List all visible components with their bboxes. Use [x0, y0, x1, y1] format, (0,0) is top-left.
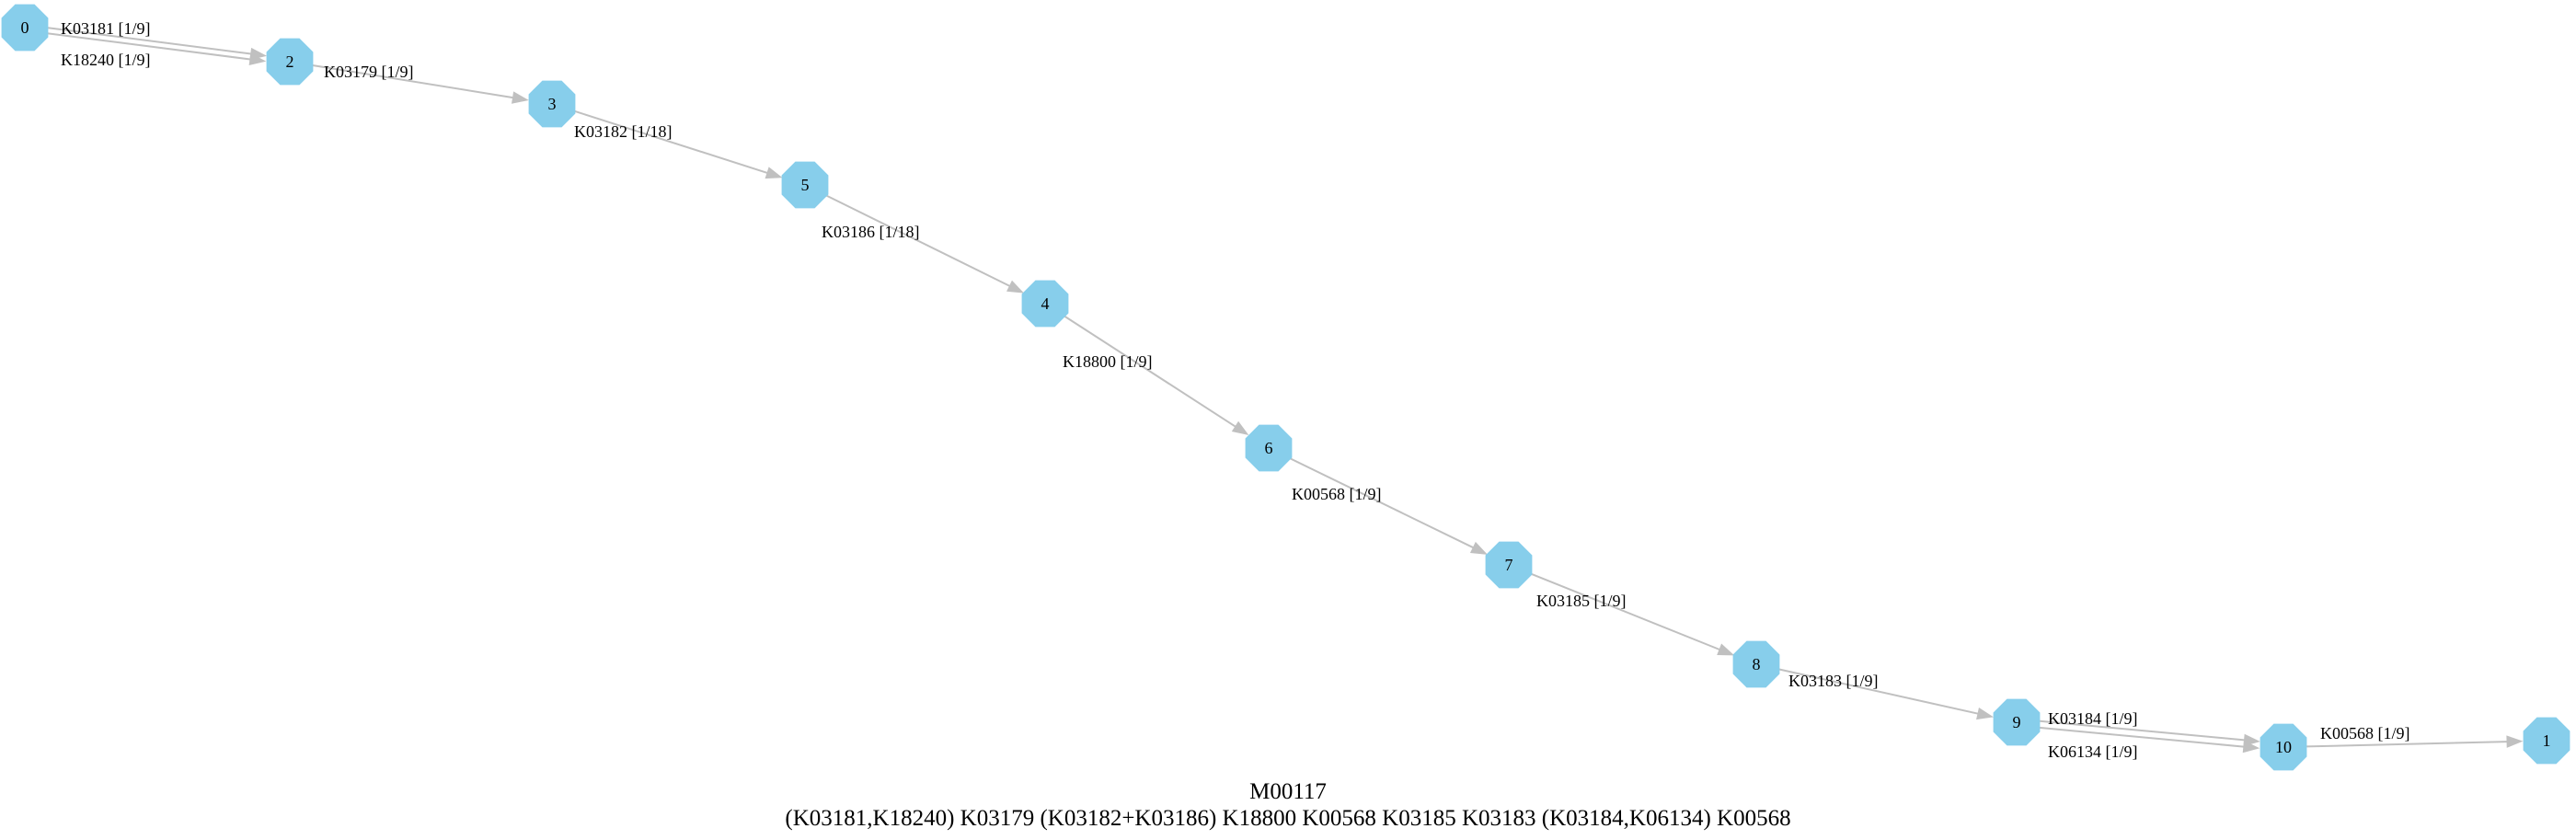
node-10[interactable]: 10 [2260, 723, 2307, 771]
node-label: 9 [2013, 713, 2021, 731]
octagon-node-shape [528, 80, 576, 128]
node-2[interactable]: 2 [266, 38, 314, 86]
arrowhead-icon [1976, 707, 1994, 720]
edge-label: K18240 [1/9] [61, 51, 151, 69]
node-label: 10 [2275, 738, 2292, 756]
node-6[interactable]: 6 [1245, 424, 1293, 472]
edge-line [47, 32, 251, 61]
edge-label: K06134 [1/9] [2048, 742, 2138, 761]
edge-2-3-2: K03179 [1/9] [312, 63, 529, 104]
node-label: 0 [21, 18, 29, 37]
octagon-node-shape [1993, 698, 2041, 746]
edge-9-10-9: K03184 [1/9] [2040, 709, 2260, 747]
edge-label: K03181 [1/9] [61, 19, 151, 38]
node-4[interactable]: 4 [1021, 280, 1069, 328]
edge-label: K03186 [1/18] [822, 223, 920, 241]
octagon-node-shape [1021, 280, 1069, 328]
octagon-node-shape [781, 161, 829, 209]
node-0[interactable]: 0 [1, 4, 49, 52]
node-label: 8 [1753, 655, 1761, 673]
edge-0-2-0: K03181 [1/9] [48, 19, 268, 61]
edge-label: K00568 [1/9] [1292, 485, 1382, 503]
arrowhead-icon [248, 52, 267, 66]
edge-5-4-4: K03186 [1/18] [822, 194, 1025, 293]
arrowhead-icon [1231, 420, 1249, 436]
edge-line [824, 194, 1010, 287]
graph-subtitle: (K03181,K18240) K03179 (K03182+K03186) K… [785, 806, 1790, 831]
node-label: 5 [801, 176, 810, 194]
arrowhead-icon [1006, 280, 1025, 293]
graph-title: M00117 [1249, 779, 1327, 804]
edge-line [2039, 726, 2244, 748]
edge-label: K03185 [1/9] [1536, 592, 1627, 610]
edge-line [2306, 741, 2508, 748]
edge-7-8-7: K03185 [1/9] [1529, 572, 1735, 656]
arrowhead-icon [2506, 735, 2524, 748]
edge-line [312, 64, 513, 99]
edge-10-1-11: K00568 [1/9] [2306, 724, 2524, 748]
octagon-node-shape [2260, 723, 2307, 771]
octagon-node-shape [1245, 424, 1293, 472]
node-8[interactable]: 8 [1732, 640, 1780, 688]
arrowhead-icon [511, 91, 529, 104]
node-label: 1 [2543, 731, 2551, 750]
node-label: 3 [548, 95, 557, 113]
node-label: 7 [1505, 556, 1513, 574]
edge-line [1529, 572, 1720, 650]
octagon-node-shape [266, 38, 314, 86]
arrowhead-icon [765, 167, 783, 179]
node-label: 2 [286, 52, 294, 71]
edge-0-2-1: K18240 [1/9] [47, 32, 267, 69]
node-5[interactable]: 5 [781, 161, 829, 209]
edge-line [1778, 668, 1979, 715]
node-9[interactable]: 9 [1993, 698, 2041, 746]
edge-8-9-8: K03183 [1/9] [1778, 668, 1994, 720]
arrowhead-icon [1469, 541, 1488, 555]
edge-label: K03184 [1/9] [2048, 709, 2138, 728]
octagon-node-shape [2523, 717, 2570, 765]
node-label: 6 [1265, 439, 1273, 457]
edges-layer: K03181 [1/9] K18240 [1/9] K03179 [1/9] K031… [47, 19, 2524, 761]
octagon-node-shape [1, 4, 49, 52]
node-7[interactable]: 7 [1485, 541, 1533, 589]
node-label: 4 [1041, 294, 1050, 313]
edge-line [573, 109, 768, 174]
node-3[interactable]: 3 [528, 80, 576, 128]
edge-label: K00568 [1/9] [2320, 724, 2410, 742]
edge-6-7-6: K00568 [1/9] [1289, 457, 1488, 555]
arrowhead-icon [2242, 740, 2260, 754]
edge-4-6-5: K18800 [1/9] [1063, 315, 1249, 436]
edge-label: K03183 [1/9] [1788, 672, 1879, 690]
edge-3-5-3: K03182 [1/18] [573, 109, 783, 179]
arrowhead-icon [1717, 643, 1735, 656]
edge-label: K03179 [1/9] [324, 63, 414, 81]
edge-line [1289, 457, 1474, 549]
nodes-layer: 0 2 3 5 4 6 7 8 9 10 1 [1, 4, 2570, 771]
edge-line [1064, 315, 1236, 428]
edge-label: K03182 [1/18] [574, 122, 673, 141]
octagon-node-shape [1732, 640, 1780, 688]
node-1[interactable]: 1 [2523, 717, 2570, 765]
edge-line [48, 27, 251, 55]
edge-label: K18800 [1/9] [1063, 352, 1153, 371]
edge-9-10-10: K06134 [1/9] [2039, 726, 2260, 761]
octagon-node-shape [1485, 541, 1533, 589]
edge-line [2040, 719, 2245, 742]
